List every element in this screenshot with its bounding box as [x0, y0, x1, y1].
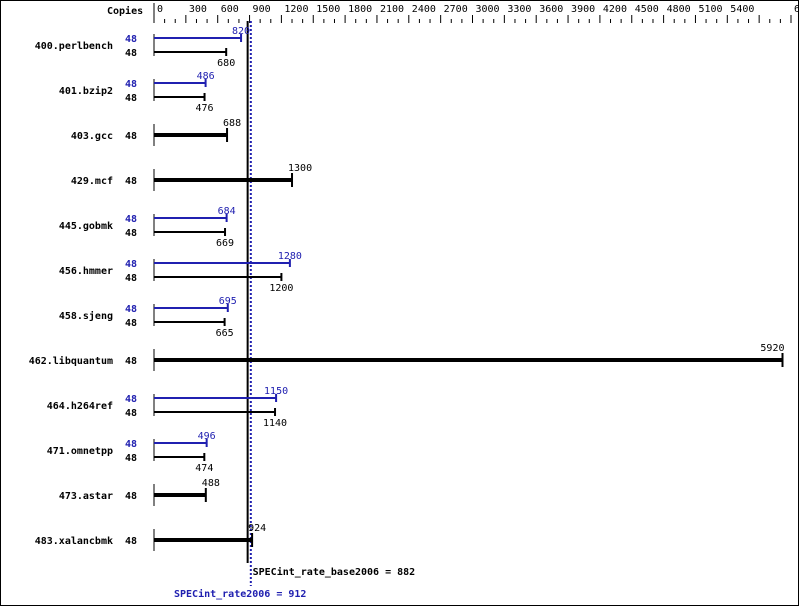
- axis-tick-label: 5400: [730, 4, 754, 15]
- base-copies: 48: [125, 536, 137, 547]
- base-copies: 48: [125, 176, 137, 187]
- base-value-label: 474: [195, 463, 213, 474]
- base-copies: 48: [125, 318, 137, 329]
- peak-value-label: 1150: [264, 386, 288, 397]
- base-value-label: 680: [217, 58, 235, 69]
- peak-copies: 48: [125, 214, 137, 225]
- base-value-label: 1200: [269, 283, 293, 294]
- axis-tick-label: 2400: [412, 4, 436, 15]
- base-copies: 48: [125, 453, 137, 464]
- base-value-label: 924: [248, 523, 266, 534]
- axis-tick-label: 3900: [571, 4, 595, 15]
- base-value-label: 5920: [760, 343, 784, 354]
- benchmark-name: 464.h264ref: [47, 401, 113, 412]
- base-value-label: 665: [216, 328, 234, 339]
- benchmark-name: 445.gobmk: [59, 221, 113, 232]
- axis-tick-label: 5100: [698, 4, 722, 15]
- axis-tick-label: 3300: [507, 4, 531, 15]
- benchmark-name: 471.omnetpp: [47, 446, 113, 457]
- peak-copies: 48: [125, 304, 137, 315]
- base-metric-label: SPECint_rate_base2006 = 882: [253, 566, 416, 578]
- base-value-label: 488: [202, 478, 220, 489]
- axis-tick-label: 1200: [284, 4, 308, 15]
- peak-value-label: 1280: [278, 251, 302, 262]
- base-value-label: 476: [196, 103, 214, 114]
- benchmark-name: 458.sjeng: [59, 310, 113, 322]
- peak-copies: 48: [125, 439, 137, 450]
- peak-value-label: 684: [218, 206, 236, 217]
- axis-tick-label: 3000: [476, 4, 500, 15]
- benchmark-name: 456.hmmer: [59, 266, 113, 277]
- base-copies: 48: [125, 131, 137, 142]
- benchmark-name: 429.mcf: [71, 176, 113, 187]
- peak-value-label: 496: [198, 431, 216, 442]
- peak-copies: 48: [125, 34, 137, 45]
- benchmark-name: 462.libquantum: [29, 355, 113, 367]
- axis-tick-label: 900: [253, 4, 271, 15]
- base-copies: 48: [125, 408, 137, 419]
- axis-tick-label: 6000: [794, 4, 798, 15]
- peak-metric-label: SPECint_rate2006 = 912: [174, 588, 306, 600]
- axis-tick-label: 0: [157, 4, 163, 15]
- axis-tick-label: 1500: [316, 4, 340, 15]
- base-value-label: 1300: [288, 163, 312, 174]
- axis-tick-label: 300: [189, 4, 207, 15]
- peak-copies: 48: [125, 259, 137, 270]
- axis-tick-label: 3600: [539, 4, 563, 15]
- axis-tick-label: 4200: [603, 4, 627, 15]
- base-value-label: 669: [216, 238, 234, 249]
- benchmark-name: 473.astar: [59, 491, 113, 502]
- base-copies: 48: [125, 228, 137, 239]
- benchmark-name: 483.xalancbmk: [35, 536, 113, 547]
- benchmark-name: 403.gcc: [71, 131, 113, 142]
- base-copies: 48: [125, 491, 137, 502]
- base-value-label: 1140: [263, 418, 287, 429]
- axis-tick-label: 4500: [635, 4, 659, 15]
- base-value-label: 688: [223, 118, 241, 129]
- benchmark-name: 401.bzip2: [59, 85, 113, 97]
- copies-header: Copies: [107, 5, 143, 17]
- peak-value-label: 820: [232, 26, 250, 37]
- axis-tick-label: 4800: [667, 4, 691, 15]
- base-copies: 48: [125, 356, 137, 367]
- axis-tick-label: 600: [221, 4, 239, 15]
- peak-value-label: 695: [219, 296, 237, 307]
- axis-tick-label: 1800: [348, 4, 372, 15]
- axis-tick-label: 2100: [380, 4, 404, 15]
- peak-copies: 48: [125, 79, 137, 90]
- axis-tick-label: 2700: [444, 4, 468, 15]
- peak-copies: 48: [125, 394, 137, 405]
- base-copies: 48: [125, 93, 137, 104]
- base-copies: 48: [125, 273, 137, 284]
- benchmark-name: 400.perlbench: [35, 41, 113, 52]
- peak-value-label: 486: [197, 71, 215, 82]
- base-copies: 48: [125, 48, 137, 59]
